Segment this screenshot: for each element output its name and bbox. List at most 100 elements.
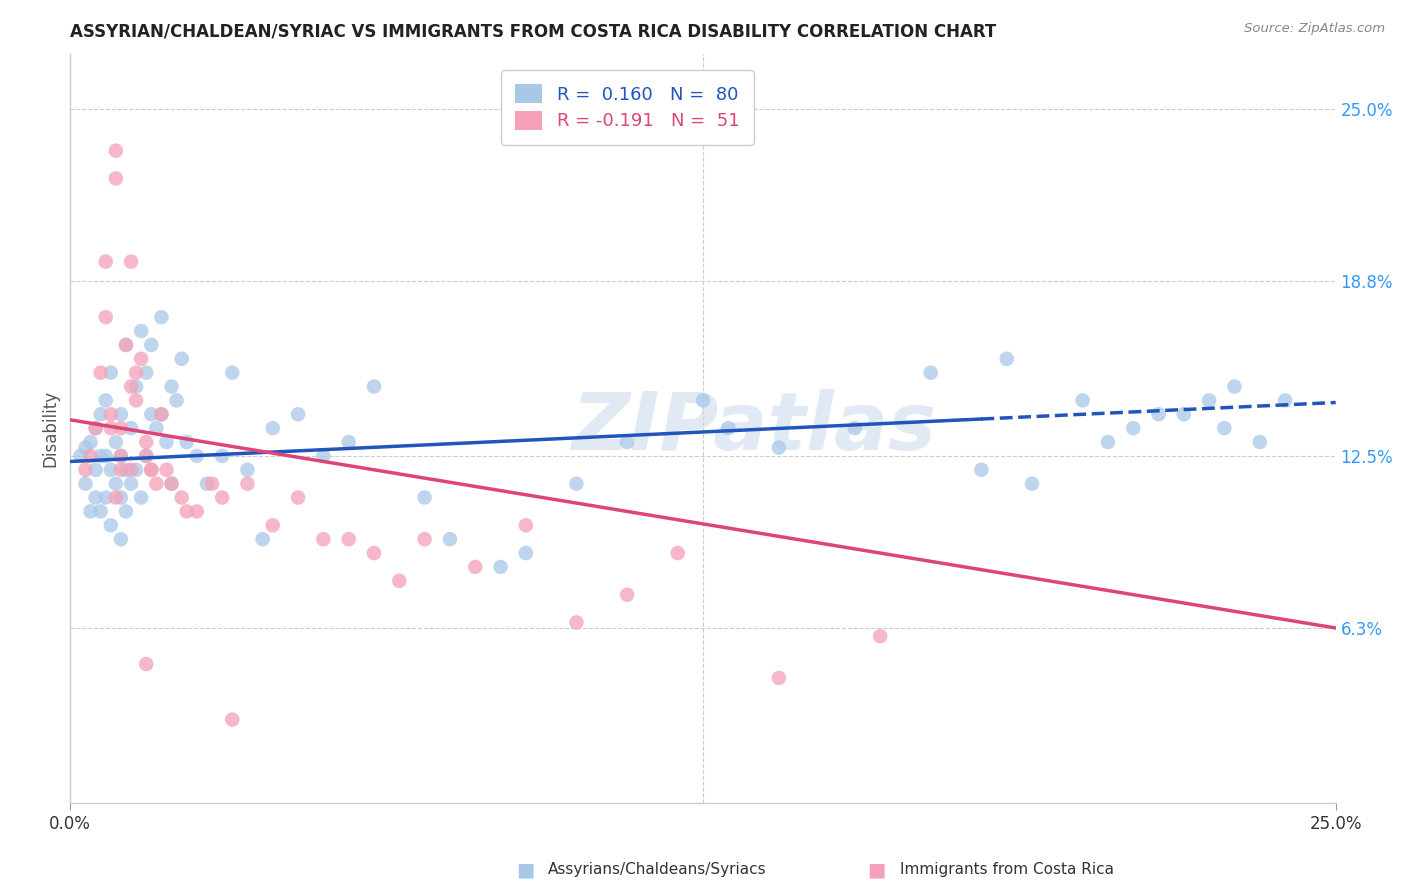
Point [90, 407, 112, 421]
Point [110, 449, 132, 463]
Point [135, 449, 157, 463]
Point [110, 421, 132, 435]
Point [844, 421, 866, 435]
Point [120, 463, 142, 477]
Point [413, 491, 436, 505]
Point [155, 463, 177, 477]
Point [565, 615, 588, 630]
Point [115, 504, 138, 518]
Point [236, 463, 259, 477]
Point [94, 254, 117, 268]
Point [337, 532, 360, 546]
Point [145, 421, 167, 435]
Point [145, 476, 167, 491]
Point [515, 518, 537, 533]
Legend: R =  0.160   N =  80, R = -0.191   N =  51: R = 0.160 N = 80, R = -0.191 N = 51 [501, 70, 754, 145]
Point [129, 351, 152, 366]
Point [170, 491, 193, 505]
Point [1198, 393, 1220, 408]
Point [616, 435, 638, 450]
Point [692, 393, 714, 408]
Point [1249, 435, 1271, 450]
Point [489, 560, 512, 574]
Point [970, 463, 993, 477]
Point [515, 546, 537, 560]
Point [413, 532, 436, 546]
Point [75, 441, 97, 455]
Point [110, 407, 132, 421]
Point [768, 441, 790, 455]
Point [104, 491, 127, 505]
Point [110, 449, 132, 463]
Point [1213, 421, 1236, 435]
Point [100, 463, 122, 477]
Point [135, 657, 157, 671]
Point [75, 476, 97, 491]
Point [125, 366, 148, 380]
Point [166, 393, 188, 408]
Point [1147, 407, 1170, 421]
Point [84, 491, 107, 505]
Point [79, 435, 101, 450]
Point [104, 435, 127, 450]
Point [135, 366, 157, 380]
Point [120, 254, 142, 268]
Point [287, 407, 309, 421]
Point [150, 407, 173, 421]
Point [363, 546, 385, 560]
Point [160, 379, 183, 393]
Point [100, 366, 122, 380]
Point [186, 504, 208, 518]
Point [176, 435, 198, 450]
Point [125, 393, 148, 408]
Point [262, 421, 284, 435]
Text: Assyrians/Chaldeans/Syriacs: Assyrians/Chaldeans/Syriacs [548, 863, 766, 877]
Point [666, 546, 689, 560]
Point [75, 463, 97, 477]
Point [186, 449, 208, 463]
Point [287, 491, 309, 505]
Point [1173, 407, 1195, 421]
Point [150, 407, 173, 421]
Point [79, 449, 101, 463]
Point [94, 393, 117, 408]
Point [920, 366, 942, 380]
Point [110, 532, 132, 546]
Point [115, 338, 138, 352]
Point [69, 449, 91, 463]
Point [90, 504, 112, 518]
Point [1223, 379, 1246, 393]
Point [100, 421, 122, 435]
Point [464, 560, 486, 574]
Text: ■: ■ [516, 860, 534, 880]
Point [768, 671, 790, 685]
Point [312, 449, 335, 463]
Point [110, 491, 132, 505]
Point [211, 491, 233, 505]
Text: ■: ■ [868, 860, 886, 880]
Point [150, 310, 173, 325]
Point [155, 435, 177, 450]
Point [170, 351, 193, 366]
Point [363, 379, 385, 393]
Point [160, 476, 183, 491]
Point [104, 171, 127, 186]
Text: ZIPatlas: ZIPatlas [571, 389, 936, 467]
Point [125, 379, 148, 393]
Point [110, 463, 132, 477]
Point [195, 476, 218, 491]
Point [141, 463, 163, 477]
Point [312, 532, 335, 546]
Point [129, 491, 152, 505]
Point [120, 421, 142, 435]
Point [221, 713, 243, 727]
Point [100, 407, 122, 421]
Point [160, 476, 183, 491]
Point [120, 476, 142, 491]
Point [120, 379, 142, 393]
Point [236, 476, 259, 491]
Point [104, 144, 127, 158]
Point [100, 518, 122, 533]
Point [565, 476, 588, 491]
Point [94, 491, 117, 505]
